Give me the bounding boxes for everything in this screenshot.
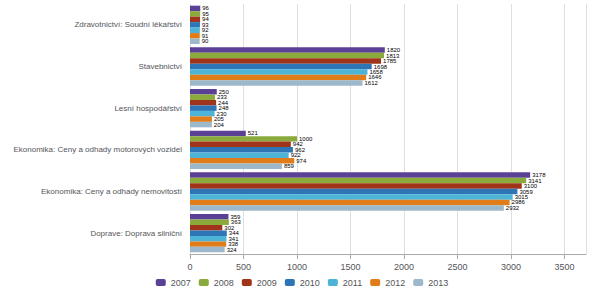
svg-text:230: 230 xyxy=(216,110,227,117)
svg-text:974: 974 xyxy=(296,158,307,164)
svg-text:359: 359 xyxy=(230,213,241,220)
svg-text:1612: 1612 xyxy=(365,80,379,86)
svg-text:Stavebnictví: Stavebnictví xyxy=(138,62,182,71)
svg-text:363: 363 xyxy=(230,219,241,226)
svg-text:204: 204 xyxy=(214,122,225,128)
svg-text:302: 302 xyxy=(224,224,235,231)
svg-text:1000: 1000 xyxy=(299,135,313,142)
svg-text:1820: 1820 xyxy=(386,47,401,54)
svg-text:3059: 3059 xyxy=(519,188,533,195)
svg-text:324: 324 xyxy=(227,247,238,253)
svg-text:2500: 2500 xyxy=(448,262,468,272)
svg-text:2010: 2010 xyxy=(300,278,320,288)
svg-text:942: 942 xyxy=(292,141,303,148)
svg-text:Ekonomika: Ceny a odhady motor: Ekonomika: Ceny a odhady motorových vozi… xyxy=(13,145,182,154)
svg-text:94: 94 xyxy=(202,16,209,23)
svg-text:1785: 1785 xyxy=(383,58,397,64)
svg-text:3000: 3000 xyxy=(501,262,521,272)
svg-text:859: 859 xyxy=(284,163,295,169)
svg-text:3100: 3100 xyxy=(523,183,538,189)
svg-text:338: 338 xyxy=(228,241,239,248)
svg-text:344: 344 xyxy=(228,230,239,237)
svg-text:2011: 2011 xyxy=(343,278,362,288)
svg-text:205: 205 xyxy=(213,116,224,123)
svg-text:341: 341 xyxy=(228,235,239,242)
svg-text:3141: 3141 xyxy=(528,177,542,184)
svg-text:3015: 3015 xyxy=(514,194,528,200)
svg-text:96: 96 xyxy=(202,5,209,12)
svg-text:521: 521 xyxy=(248,130,259,136)
svg-text:Doprave: Doprava silniční: Doprave: Doprava silniční xyxy=(90,229,182,238)
svg-text:1500: 1500 xyxy=(341,262,361,272)
svg-text:2007: 2007 xyxy=(171,278,191,288)
svg-text:248: 248 xyxy=(218,105,229,112)
svg-text:2986: 2986 xyxy=(511,199,525,206)
svg-text:2013: 2013 xyxy=(428,278,448,288)
svg-text:3500: 3500 xyxy=(555,262,575,272)
svg-text:244: 244 xyxy=(218,99,229,106)
svg-text:1698: 1698 xyxy=(373,63,388,70)
svg-text:0: 0 xyxy=(187,262,192,272)
svg-text:1813: 1813 xyxy=(386,52,400,59)
svg-text:2000: 2000 xyxy=(394,262,414,272)
svg-text:962: 962 xyxy=(295,146,305,153)
svg-text:90: 90 xyxy=(202,38,209,44)
svg-text:95: 95 xyxy=(202,10,209,17)
svg-text:1658: 1658 xyxy=(369,69,383,75)
svg-text:922: 922 xyxy=(290,152,301,159)
svg-text:91: 91 xyxy=(201,32,209,39)
svg-text:Lesní hospodářství: Lesní hospodářství xyxy=(114,104,182,113)
svg-text:233: 233 xyxy=(216,94,227,101)
svg-text:2009: 2009 xyxy=(257,278,277,288)
svg-text:2008: 2008 xyxy=(214,278,234,288)
svg-text:3178: 3178 xyxy=(532,172,546,179)
svg-text:2012: 2012 xyxy=(385,278,405,288)
svg-text:93: 93 xyxy=(202,21,209,28)
svg-text:92: 92 xyxy=(201,27,209,34)
svg-text:500: 500 xyxy=(236,262,251,272)
svg-text:1646: 1646 xyxy=(368,74,382,81)
svg-text:1000: 1000 xyxy=(287,262,307,272)
svg-text:2932: 2932 xyxy=(506,205,520,211)
svg-text:Ekonomika: Ceny a odhady nemov: Ekonomika: Ceny a odhady nemovitostí xyxy=(41,187,183,196)
svg-text:Zdravotnictví: Soudní lékařstv: Zdravotnictví: Soudní lékařství xyxy=(74,20,182,29)
svg-text:250: 250 xyxy=(218,88,229,95)
